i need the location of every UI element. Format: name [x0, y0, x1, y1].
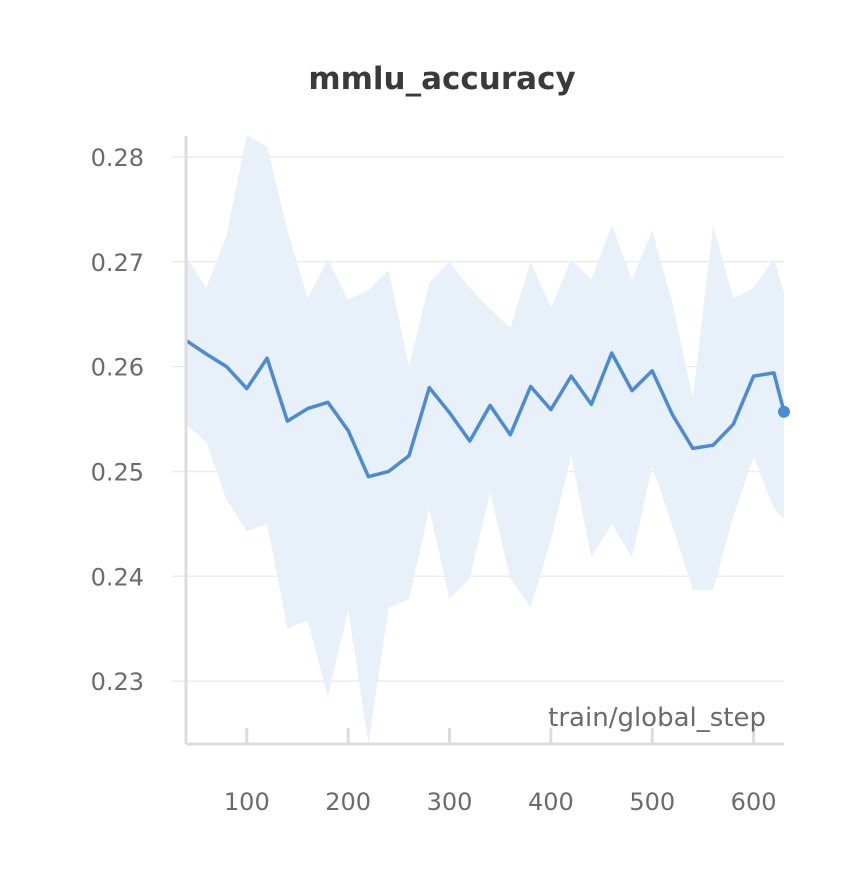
y-tick-label: 0.24	[91, 563, 144, 591]
series-line	[185, 338, 786, 479]
x-axis-label: train/global_step	[548, 703, 766, 733]
series-end-point	[778, 405, 790, 418]
y-tick-label: 0.27	[91, 249, 144, 277]
x-ticks: 100 200 300 400 500 600	[224, 728, 777, 816]
x-tick-label: 200	[325, 788, 371, 816]
y-tick-label: 0.28	[91, 144, 144, 172]
y-ticks: 0.23 0.24 0.25 0.26 0.27 0.28	[91, 144, 144, 696]
x-tick-label: 400	[528, 788, 574, 816]
chart-title: mmlu_accuracy	[308, 61, 575, 97]
x-tick-label: 300	[427, 788, 473, 816]
y-tick-label: 0.25	[91, 458, 144, 486]
x-tick-label: 100	[224, 788, 270, 816]
x-tick-label: 500	[629, 788, 675, 816]
x-tick-label: 600	[731, 788, 777, 816]
confidence-band	[186, 135, 784, 744]
y-tick-label: 0.26	[91, 354, 144, 382]
y-tick-label: 0.23	[91, 668, 144, 696]
